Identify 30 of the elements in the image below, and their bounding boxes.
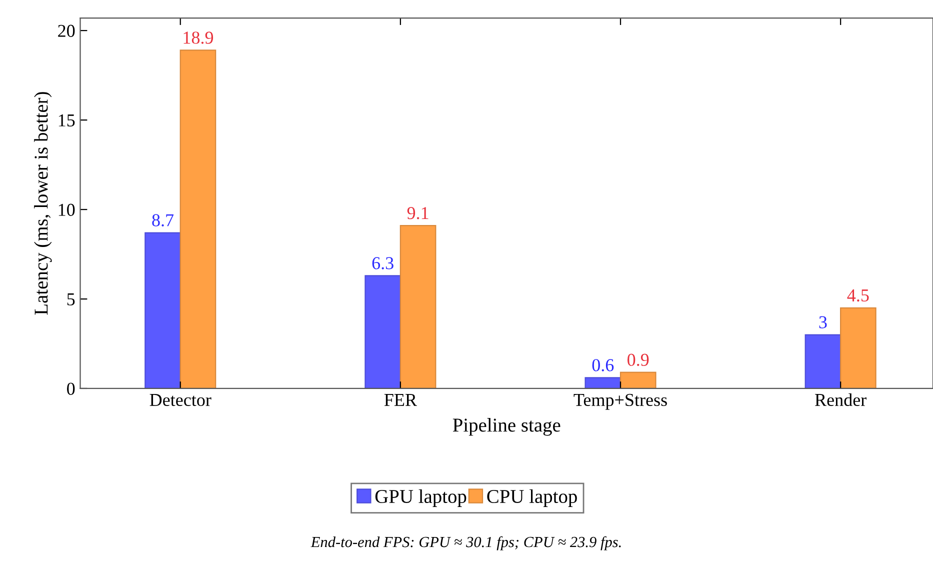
bar <box>144 232 181 388</box>
legend-label: GPU laptop <box>375 489 466 507</box>
data-label: 0.6 <box>592 359 614 372</box>
x-axis-title: Pipeline stage <box>452 418 560 436</box>
data-label: 9.1 <box>407 207 428 220</box>
bar <box>620 372 656 388</box>
bar <box>400 225 436 388</box>
text: End-to-end FPS: GPU ≈ 30.1 fps; CPU ≈ 23.9 fps. <box>310 536 621 550</box>
bar <box>364 275 401 388</box>
y-tick-label: 5 <box>67 293 75 306</box>
y-axis-title: Latency (ms, lower is better) <box>34 92 52 315</box>
x-tick-label: Temp+Stress <box>574 394 667 410</box>
bar <box>584 377 622 388</box>
x-tick-label: Detector <box>150 394 212 406</box>
x-tick-label: Render <box>815 393 866 406</box>
bar <box>840 307 876 388</box>
x-tick-label: FER <box>384 394 417 406</box>
data-label: 18.9 <box>184 32 214 44</box>
data-label: 8.7 <box>152 214 174 226</box>
data-label: 3 <box>819 316 827 328</box>
y-tick-label: 0 <box>67 382 75 395</box>
y-tick-label: 10 <box>58 204 75 216</box>
data-label: 6.3 <box>372 257 394 270</box>
y-tick-label: 15 <box>58 114 75 126</box>
y-tick-label: 20 <box>58 24 75 37</box>
bar <box>180 50 216 388</box>
data-label: 4.5 <box>847 289 869 302</box>
bar <box>804 334 842 388</box>
legend-label: CPU laptop <box>487 489 577 507</box>
data-label: 0.9 <box>628 354 649 366</box>
